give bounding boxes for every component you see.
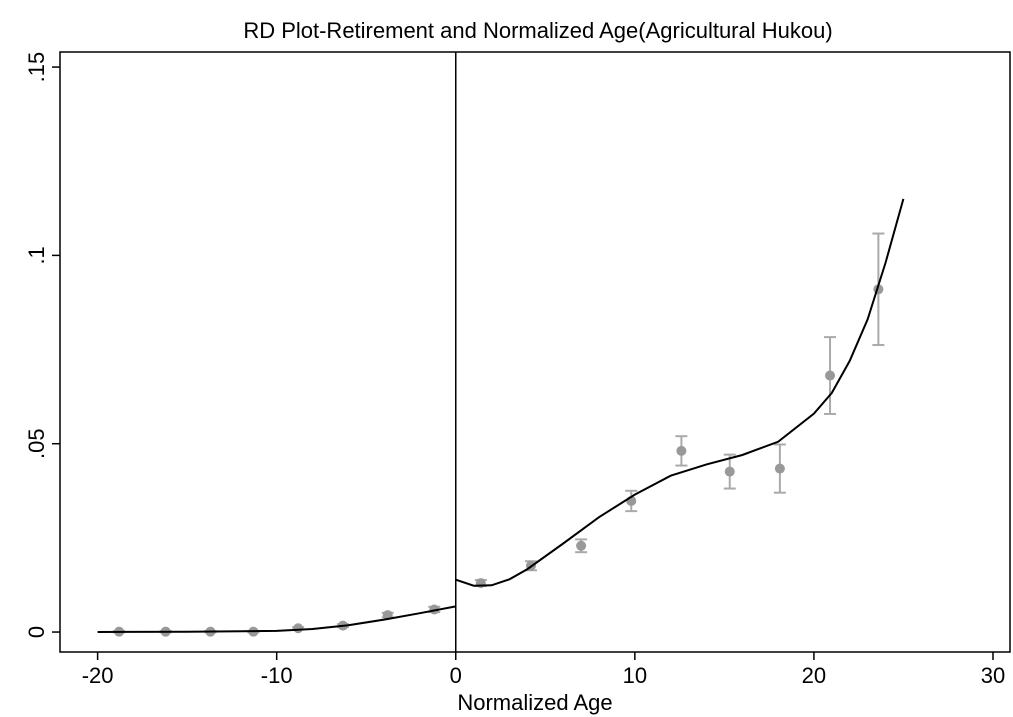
y-tick-label: .1 bbox=[24, 246, 49, 264]
x-tick-label: -10 bbox=[261, 663, 293, 688]
data-point bbox=[825, 370, 836, 381]
data-point bbox=[774, 463, 785, 474]
data-point bbox=[676, 445, 687, 456]
y-tick-label: .05 bbox=[24, 428, 49, 459]
x-tick-label: 20 bbox=[802, 663, 826, 688]
data-point bbox=[724, 466, 735, 477]
x-tick-label: 0 bbox=[450, 663, 462, 688]
x-axis-label: Normalized Age bbox=[457, 690, 612, 715]
x-tick-label: 30 bbox=[981, 663, 1005, 688]
x-tick-label: -20 bbox=[82, 663, 114, 688]
data-point bbox=[293, 623, 304, 634]
plot-frame bbox=[59, 51, 1011, 653]
data-point bbox=[576, 540, 587, 551]
x-tick-label: 10 bbox=[623, 663, 647, 688]
fit-line bbox=[97, 605, 456, 633]
y-tick-label: .15 bbox=[24, 52, 49, 83]
chart-title: RD Plot-Retirement and Normalized Age(Ag… bbox=[243, 18, 832, 43]
fit-line bbox=[455, 198, 905, 587]
y-tick-label: 0 bbox=[24, 626, 49, 638]
